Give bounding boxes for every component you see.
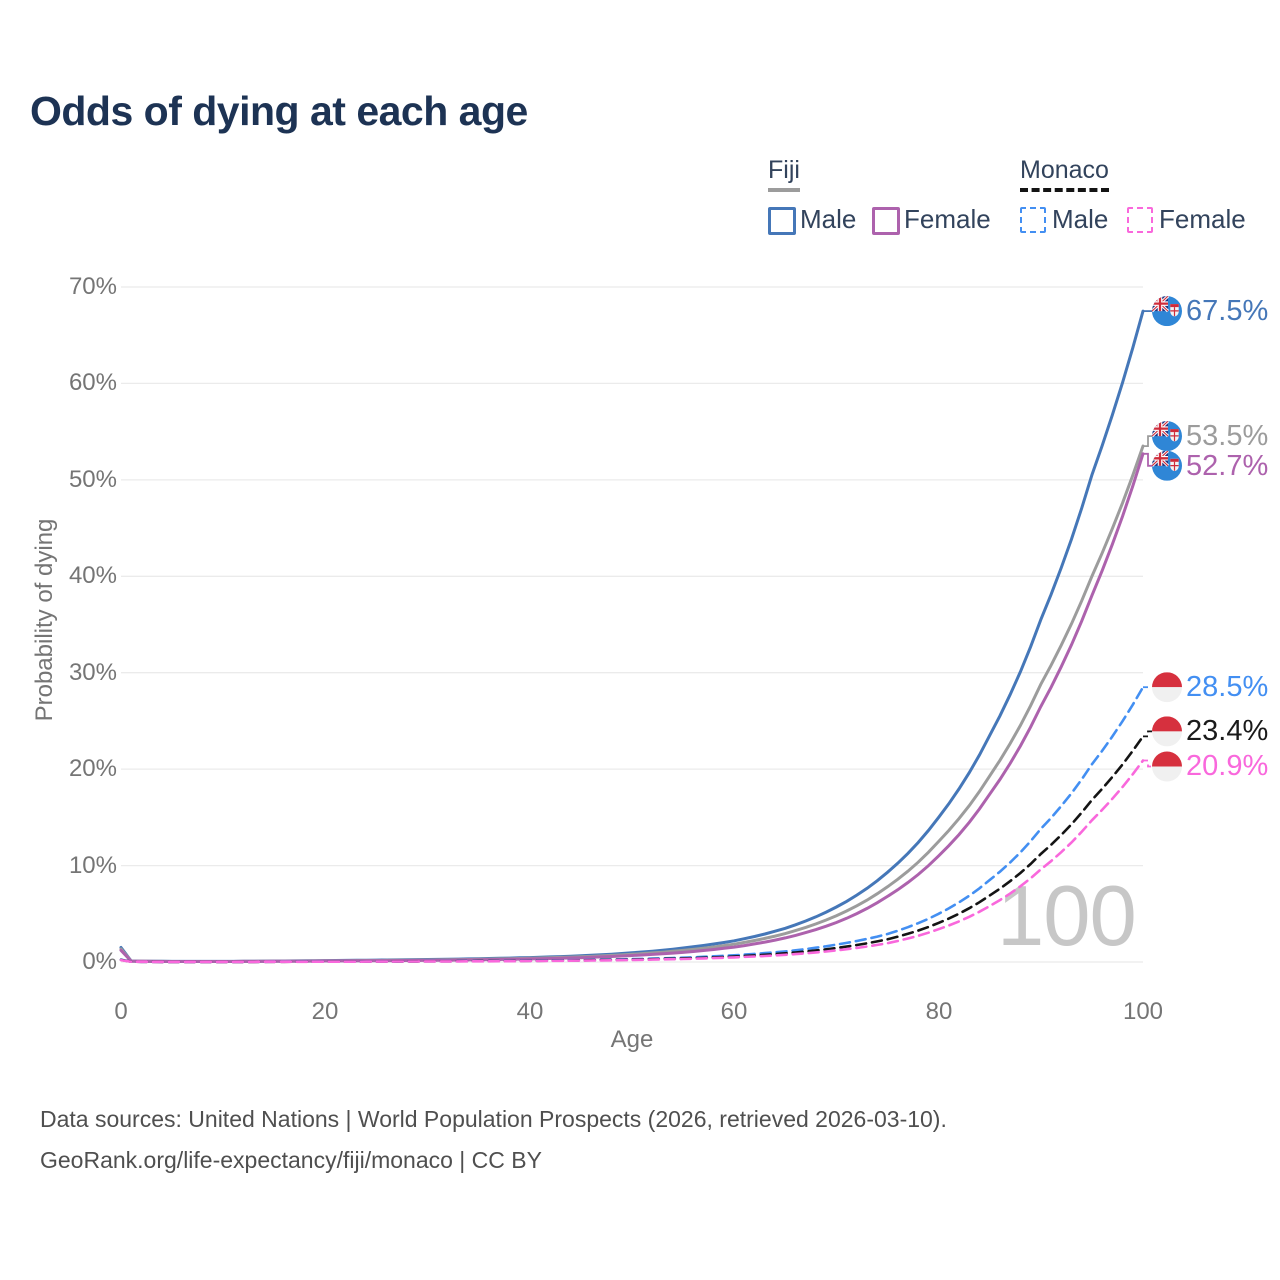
y-tick-50: 50% xyxy=(68,466,117,493)
y-tick-30: 30% xyxy=(68,659,117,686)
x-tick-80: 80 xyxy=(925,998,953,1025)
data-sources-text: Data sources: United Nations | World Pop… xyxy=(40,1106,947,1132)
fiji-flag-icon xyxy=(1152,421,1182,452)
monaco-flag-icon xyxy=(1152,716,1182,747)
end-label-fiji-male: 67.5% xyxy=(1186,295,1269,327)
fiji-flag-icon xyxy=(1152,296,1182,327)
legend-group-monaco[interactable]: Monaco xyxy=(1020,156,1109,192)
end-label-fiji-both-sexes: 53.5% xyxy=(1186,420,1269,452)
end-label-monaco-both-sexes: 23.4% xyxy=(1186,715,1269,747)
y-tick-60: 60% xyxy=(68,369,117,396)
legend-swatch-monaco-male[interactable] xyxy=(1020,207,1046,233)
y-tick-20: 20% xyxy=(68,755,117,782)
legend-swatch-fiji-male[interactable] xyxy=(768,207,796,235)
page-title: Odds of dying at each age xyxy=(30,88,528,134)
legend-swatch-fiji-female[interactable] xyxy=(872,207,900,235)
series-line-fiji-female[interactable] xyxy=(119,452,1145,963)
label-leader-monaco-female xyxy=(1143,759,1152,768)
y-tick-0: 0% xyxy=(82,948,117,975)
x-tick-20: 20 xyxy=(311,998,339,1025)
series-line-fiji-male[interactable] xyxy=(119,309,1145,963)
x-tick-60: 60 xyxy=(720,998,748,1025)
end-label-monaco-male: 28.5% xyxy=(1186,671,1269,703)
x-tick-40: 40 xyxy=(516,998,544,1025)
legend-group-fiji[interactable]: Fiji xyxy=(768,156,800,192)
legend-label-fiji-female[interactable]: Female xyxy=(904,204,991,234)
x-tick-0: 0 xyxy=(114,998,128,1025)
x-tick-100: 100 xyxy=(1122,998,1164,1025)
fiji-flag-icon xyxy=(1152,450,1182,481)
end-label-monaco-female: 20.9% xyxy=(1186,750,1269,782)
series-line-fiji-both-sexes[interactable] xyxy=(119,444,1145,963)
end-label-fiji-female: 52.7% xyxy=(1186,450,1269,482)
legend-label-monaco-male[interactable]: Male xyxy=(1052,204,1109,234)
label-leader-fiji-both-sexes xyxy=(1143,435,1152,448)
label-leader-monaco-both-sexes xyxy=(1143,730,1152,738)
y-tick-10: 10% xyxy=(68,852,117,879)
y-tick-40: 40% xyxy=(68,562,117,589)
monaco-flag-icon xyxy=(1152,751,1182,782)
legend-label-fiji-male[interactable]: Male xyxy=(800,204,857,234)
x-axis-title: Age xyxy=(610,1026,654,1053)
legend-swatch-monaco-female[interactable] xyxy=(1127,207,1153,233)
series-line-monaco-female[interactable] xyxy=(119,759,1145,964)
legend-label-monaco-female[interactable]: Female xyxy=(1159,204,1246,234)
series-line-monaco-male[interactable] xyxy=(119,685,1145,964)
y-tick-70: 70% xyxy=(68,273,117,300)
label-leader-fiji-female xyxy=(1143,452,1152,467)
attribution-text: GeoRank.org/life-expectancy/fiji/monaco … xyxy=(40,1147,542,1173)
monaco-flag-icon xyxy=(1152,672,1182,703)
series-line-monaco-both-sexes[interactable] xyxy=(119,735,1145,964)
